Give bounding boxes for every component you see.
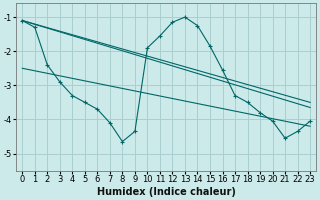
X-axis label: Humidex (Indice chaleur): Humidex (Indice chaleur) bbox=[97, 187, 236, 197]
